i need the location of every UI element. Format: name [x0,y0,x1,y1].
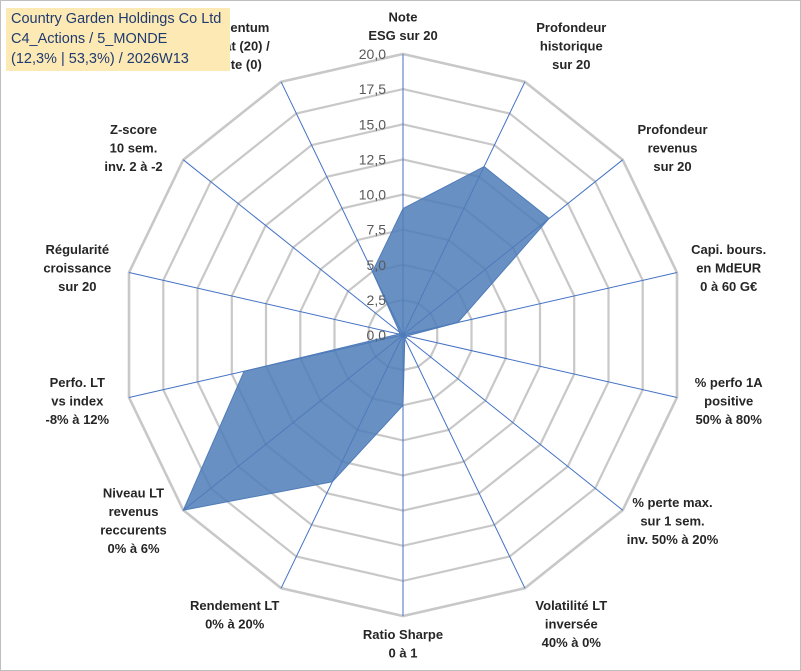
tick-label: 17,5 [359,81,386,97]
axis-label-line: vs index [51,394,104,409]
company-name: Country Garden Holdings Co Ltd [11,11,222,27]
axis-label-line: Rendement LT [190,598,279,613]
axis-label-line: reccurents [100,523,166,538]
axis-label-line: 10 sem. [110,141,158,156]
axis-label-line: inv. 50% à 20% [627,532,719,547]
axis-spoke [402,334,624,511]
axis-label-line: Régularité [46,242,110,257]
axis-label-line: revenus [648,141,698,156]
axis-label-line: Note [389,10,418,25]
axis-label-line: revenus [109,504,159,519]
axis-label-line: 0% à 20% [205,617,265,632]
axis-label: Perfo. LT vs index -8% à 12% [46,375,110,427]
label-layer: Note ESG sur 20 Profondeur historique sur 20… [43,10,766,661]
axis-label: Volatilité LT inversée 40% à 0% [535,598,607,650]
axis-spoke [402,334,678,398]
tick-label: 0,0 [367,327,387,343]
series-layer [182,166,550,511]
axis-label-line: Profondeur [637,122,707,137]
axis-label: Profondeur revenus sur 20 [637,122,707,174]
axis-label-line: sur 20 [653,159,691,174]
tick-label: 5,0 [367,257,387,273]
tick-label: 10,0 [359,187,386,203]
axis-label-line: Niveau LT [103,486,164,501]
axis-label: Z-score 10 sem. inv. 2 à -2 [104,122,162,174]
axis-label: Régularité croissance sur 20 [43,242,111,294]
axis-label-line: 40% à 0% [542,635,602,650]
axis-label: Rendement LT 0% à 20% [190,598,279,632]
axis-label-line: ESG sur 20 [368,28,437,43]
axis-label-line: 0 à 1 [389,646,418,661]
axis-spoke [182,159,404,336]
axis-label-line: Profondeur [536,20,606,35]
tick-label: 15,0 [359,116,386,132]
axis-label-line: Z-score [110,122,157,137]
tick-label: 12,5 [359,151,386,167]
info-box: Country Garden Holdings Co Ltd C4_Action… [6,8,230,71]
axis-label-line: sur 20 [552,57,590,72]
axis-label-line: croissance [43,261,111,276]
axis-label-line: % perfo 1A [695,375,764,390]
axis-label-line: inv. 2 à -2 [104,159,162,174]
axis-label-line: 50% à 80% [695,412,762,427]
axis-label-line: 0 à 60 G€ [700,279,757,294]
axis-label-line: sur 20 [58,279,96,294]
axis-label-line: Perfo. LT [50,375,105,390]
axis-label: Niveau LT revenus reccurents 0% à 6% [100,486,166,557]
axis-label-line: en MdEUR [696,261,762,276]
score-period: (12,3% | 53,3%) / 2026W13 [11,51,189,67]
axis-label: Profondeur historique sur 20 [536,20,606,72]
axis-label-line: historique [540,38,603,53]
tick-label: 7,5 [367,222,387,238]
axis-label-line: Ratio Sharpe [363,627,443,642]
axis-label: % perte max. sur 1 sem. inv. 50% à 20% [627,495,719,547]
axis-label-line: % perte max. [632,495,712,510]
axis-label-line: -8% à 12% [46,412,110,427]
axis-label-line: inversée [545,617,598,632]
axis-label: % perfo 1A positive 50% à 80% [695,375,764,427]
axis-label-line: sur 1 sem. [640,513,704,528]
axis-label-line: positive [704,394,753,409]
portfolio-path: C4_Actions / 5_MONDE [11,31,168,47]
axis-label: Note ESG sur 20 [368,10,437,44]
axis-label-line: Volatilité LT [535,598,607,613]
axis-spoke [128,272,404,336]
tick-label: 20,0 [359,46,386,62]
axis-label-line: Capi. bours. [691,242,766,257]
tick-label: 2,5 [367,292,387,308]
axis-label: Ratio Sharpe 0 à 1 [363,627,443,661]
axis-label: Capi. bours. en MdEUR 0 à 60 G€ [691,242,766,294]
axis-spoke [402,334,526,589]
axis-label-line: 0% à 6% [107,541,159,556]
tick-layer: 0,0 2,5 5,0 7,5 10,0 12,5 15,0 17,5 20,0 [359,46,386,343]
